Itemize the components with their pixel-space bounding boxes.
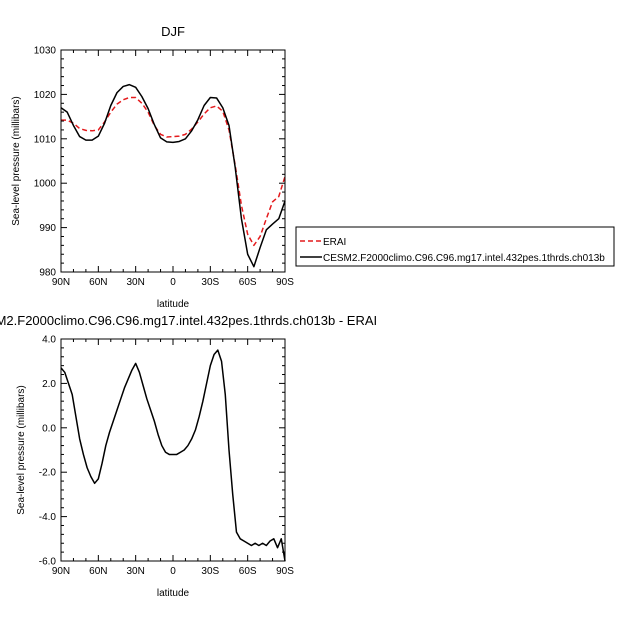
chart-1-ytick-label: 1010 [34, 134, 57, 145]
chart-1: DJF 90N 60N 30N 0 30S 60S 90S 980 990 1000 1010 102… [11, 24, 615, 310]
chart-1-xtick-label: 90N [52, 277, 70, 288]
chart-1-ytick-label: 1000 [34, 179, 57, 190]
chart-2-ytick-label: 2.0 [42, 379, 56, 390]
chart-2-title: CESM2.F2000climo.C96.C96.mg17.intel.432p… [0, 313, 377, 328]
legend-cesm-label: CESM2.F2000climo.C96.C96.mg17.intel.432p… [323, 253, 605, 264]
chart-2-ticks: 90N 60N 30N 0 30S 60S 90S -6.0 -4.0 -2.0 0.0 2.0 4.0 [39, 335, 294, 578]
chart-2-ytick-label: -2.0 [39, 468, 57, 479]
chart-2-xtick-label: 60S [239, 566, 257, 577]
chart-2-xtick-label: 60N [89, 566, 107, 577]
chart-2-series-line-0 [60, 349, 286, 562]
chart-1-series-line-1 [60, 83, 286, 268]
chart-2-xtick-label: 30S [201, 566, 219, 577]
chart-1-xtick-label: 90S [276, 277, 294, 288]
chart-2-ytick-label: 4.0 [42, 335, 56, 346]
chart-2-xlabel: latitude [157, 588, 190, 599]
chart-2-xtick-label: 0 [170, 566, 176, 577]
chart-1-series-layer [60, 83, 286, 268]
chart-2-ytick-label: -4.0 [39, 512, 57, 523]
chart-2-ylabel: Sea-level pressure (millibars) [16, 385, 27, 514]
chart-1-ytick-label: 1030 [34, 46, 57, 57]
chart-1-xlabel: latitude [157, 299, 190, 310]
legend-erai-label: ERAI [323, 237, 346, 248]
chart-2-xtick-label: 90S [276, 566, 294, 577]
chart-1-legend: ERAI CESM2.F2000climo.C96.C96.mg17.intel… [295, 226, 615, 267]
chart-2-ytick-label: 0.0 [42, 423, 56, 434]
chart-1-xtick-label: 30S [201, 277, 219, 288]
chart-2: CESM2.F2000climo.C96.C96.mg17.intel.432p… [0, 313, 377, 599]
legend-box [295, 226, 615, 267]
chart-1-ticks: 90N 60N 30N 0 30S 60S 90S 980 990 1000 1010 1020 103… [34, 46, 294, 289]
chart-1-xtick-label: 60N [89, 277, 107, 288]
chart-1-xtick-label: 30N [126, 277, 144, 288]
chart-1-ytick-label: 1020 [34, 90, 57, 101]
chart-2-series-layer [60, 349, 286, 562]
chart-2-xtick-label: 30N [126, 566, 144, 577]
chart-1-ylabel: Sea-level pressure (millibars) [11, 96, 22, 225]
chart-2-ytick-label: -6.0 [39, 557, 57, 568]
chart-1-xtick-label: 0 [170, 277, 176, 288]
chart-1-ytick-label: 990 [39, 223, 56, 234]
chart-1-series-line-0 [61, 96, 286, 247]
chart-1-xtick-label: 60S [239, 277, 257, 288]
chart-1-title: DJF [161, 24, 185, 39]
chart-1-ytick-label: 980 [39, 268, 56, 279]
chart-2-xtick-label: 90N [52, 566, 70, 577]
